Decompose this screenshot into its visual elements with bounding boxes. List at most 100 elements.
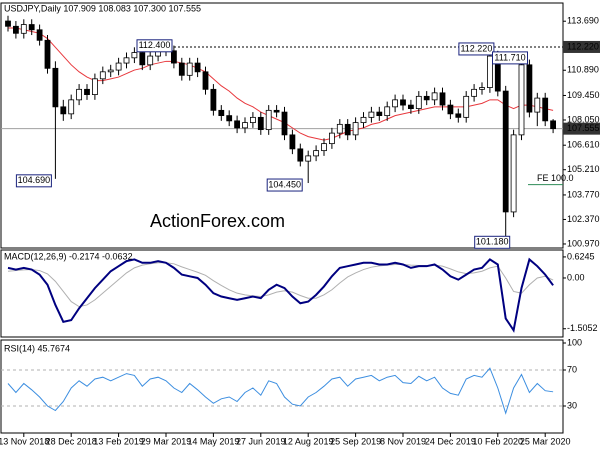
candle-body — [257, 116, 264, 131]
annotation-box — [136, 39, 173, 53]
y-tick-label: 103.770 — [567, 189, 600, 199]
y-tick-label: 108.050 — [567, 114, 600, 124]
candle-body — [550, 120, 556, 130]
y-tick-label: 105.210 — [567, 164, 600, 174]
candle-body — [455, 113, 462, 118]
candle-body — [344, 123, 351, 136]
candle-body — [265, 109, 272, 131]
candle-body — [328, 132, 335, 145]
y-tick-label: 106.610 — [567, 140, 600, 150]
candle-body — [92, 78, 98, 95]
candle-body — [20, 24, 27, 34]
x-tick-label: 25 Sep 2019 — [330, 436, 381, 446]
candle-body — [123, 57, 130, 64]
last-price-tag-label: 107.555 — [567, 123, 600, 133]
x-tick-label: 27 Jun 2019 — [236, 436, 286, 446]
level-tag-label: 112.220 — [567, 41, 599, 51]
candle-body — [147, 55, 154, 66]
candle-body — [486, 55, 493, 88]
candle-body — [226, 115, 233, 122]
moving-average — [8, 27, 554, 141]
candle-body — [139, 52, 146, 66]
x-tick-label: 24 Dec 2019 — [425, 436, 476, 446]
y-tick-label: 109.450 — [567, 90, 600, 100]
y-tick-label: 113.690 — [567, 16, 599, 26]
candle-body — [392, 99, 399, 108]
candle-body — [44, 39, 51, 69]
candle-body — [518, 64, 525, 136]
panel-title: USDJPY,Daily 107.909 108.083 107.300 107… — [4, 3, 201, 13]
indicator-line — [7, 367, 554, 415]
candle-body — [336, 123, 343, 134]
candle-body — [542, 97, 549, 122]
y-tick-label: 102.370 — [567, 214, 600, 224]
annotation-label: 104.690 — [18, 175, 51, 185]
candle-body — [526, 64, 533, 113]
x-tick-label: 12 Aug 2019 — [283, 436, 334, 446]
candle-body — [479, 87, 485, 90]
y-tick-label: 100.970 — [567, 238, 600, 248]
y-tick-label: -1.5052 — [567, 323, 598, 333]
candle-body — [202, 71, 209, 90]
x-tick-label: 13 Feb 2019 — [93, 436, 144, 446]
candle-body — [170, 50, 177, 64]
y-tick-label: 0.6245 — [567, 251, 595, 261]
candle-body — [313, 150, 320, 157]
y-tick-label: 110.890 — [567, 65, 599, 75]
indicator-line — [7, 257, 554, 333]
fe-label: FE 100.0 — [537, 173, 574, 183]
candle-body — [99, 71, 106, 80]
annotation-box — [458, 42, 495, 56]
candle-body — [439, 92, 446, 106]
candle-body — [115, 62, 122, 71]
candle-body — [415, 95, 422, 110]
candle-body — [242, 122, 248, 129]
x-tick-label: 8 Nov 2019 — [380, 436, 426, 446]
x-tick-label: 14 May 2019 — [187, 436, 239, 446]
level-tag — [563, 40, 600, 53]
candle-body — [194, 62, 201, 73]
annotation-label: 112.400 — [139, 40, 171, 50]
candle-body — [218, 109, 225, 117]
macd-panel — [0, 249, 564, 338]
candle-body — [407, 104, 414, 110]
candle-body — [297, 148, 304, 162]
candle-body — [234, 120, 241, 129]
x-tick-label: 25 Mar 2020 — [520, 436, 571, 446]
candle-body — [84, 88, 90, 95]
candle-body — [305, 155, 312, 162]
candle-body — [5, 20, 11, 27]
annotation-label: 112.220 — [460, 43, 492, 53]
annotation-label: 104.450 — [268, 179, 301, 189]
candle-body — [360, 116, 367, 124]
candle-body — [400, 99, 406, 106]
candle-body — [352, 122, 359, 136]
candle-body — [289, 134, 296, 150]
candle-body — [12, 25, 19, 34]
rsi-panel — [0, 339, 564, 434]
x-tick-label: 28 Dec 2018 — [46, 436, 97, 446]
candle-body — [534, 97, 541, 113]
candle-body — [376, 111, 383, 117]
candle-body — [68, 99, 75, 115]
x-tick-label: 13 Nov 2018 — [0, 436, 49, 446]
candle-body — [463, 95, 470, 118]
candle-body — [431, 92, 438, 101]
candle-body — [249, 116, 256, 124]
x-tick-label: 29 Mar 2019 — [141, 436, 192, 446]
candle-body — [510, 134, 517, 213]
annotation-label: 111.710 — [494, 52, 525, 62]
candle-body — [60, 106, 67, 115]
candle-body — [423, 95, 430, 101]
candle-body — [107, 69, 114, 73]
candle-body — [28, 24, 35, 31]
y-tick-label: 0.00 — [567, 272, 585, 282]
candle-body — [52, 67, 59, 108]
candle-body — [368, 111, 375, 118]
y-tick-label: 100 — [567, 337, 582, 347]
annotation-label: 101.180 — [476, 237, 509, 247]
indicator-line — [7, 262, 554, 308]
y-tick-label: 30 — [567, 400, 577, 410]
candle-body — [502, 90, 509, 213]
